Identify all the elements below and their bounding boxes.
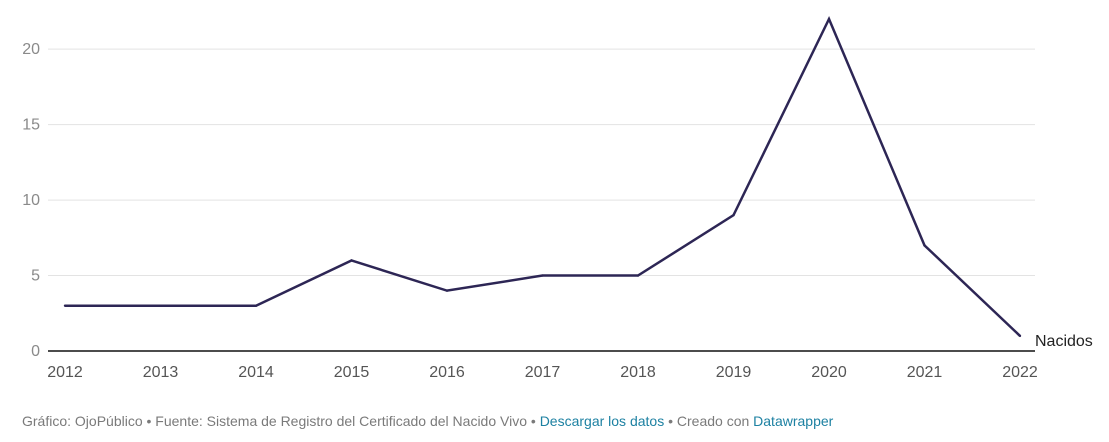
x-tick-label: 2014 [238,364,274,381]
y-tick-label: 5 [31,268,40,285]
y-tick-label: 0 [31,343,40,360]
x-tick-label: 2018 [620,364,656,381]
x-tick-label: 2013 [143,364,179,381]
data-point [636,274,640,277]
y-axis-ticks: 0 5 10 15 20 [22,41,40,360]
x-tick-label: 2015 [334,364,370,381]
series-layer: Nacidos [63,15,1093,350]
series-line [65,15,1021,337]
y-tick-label: 10 [22,192,40,209]
x-tick-label: 2021 [907,364,943,381]
data-point [827,17,831,21]
data-point [350,259,353,262]
x-tick-label: 2022 [1002,364,1038,381]
data-point [63,304,67,307]
data-point [445,289,449,292]
x-tick-label: 2012 [47,364,83,381]
x-tick-label: 2020 [811,364,847,381]
x-axis-ticks: 2012 2013 2014 2015 2016 2017 2018 2019 2020 2021… [47,364,1038,381]
x-tick-label: 2016 [429,364,465,381]
download-data-link[interactable]: Descargar los datos [539,413,665,429]
series-end-label: Nacidos [1035,333,1093,350]
datawrapper-link[interactable]: Datawrapper [753,413,834,429]
data-point [159,304,162,307]
y-tick-label: 20 [22,41,40,58]
data-point [923,244,926,247]
gridlines [48,48,1035,352]
y-tick-label: 15 [22,117,40,134]
data-point [254,304,258,307]
footer-credit: Gráfico: OjoPúblico • Fuente: Sistema de… [22,413,540,429]
x-tick-label: 2017 [525,364,561,381]
chart-footer: Gráfico: OjoPúblico • Fuente: Sistema de… [22,413,833,429]
data-point [1018,334,1022,338]
footer-created-with: • Creado con [664,413,754,429]
data-point [732,213,735,217]
data-point [541,274,544,277]
x-tick-label: 2019 [716,364,752,381]
